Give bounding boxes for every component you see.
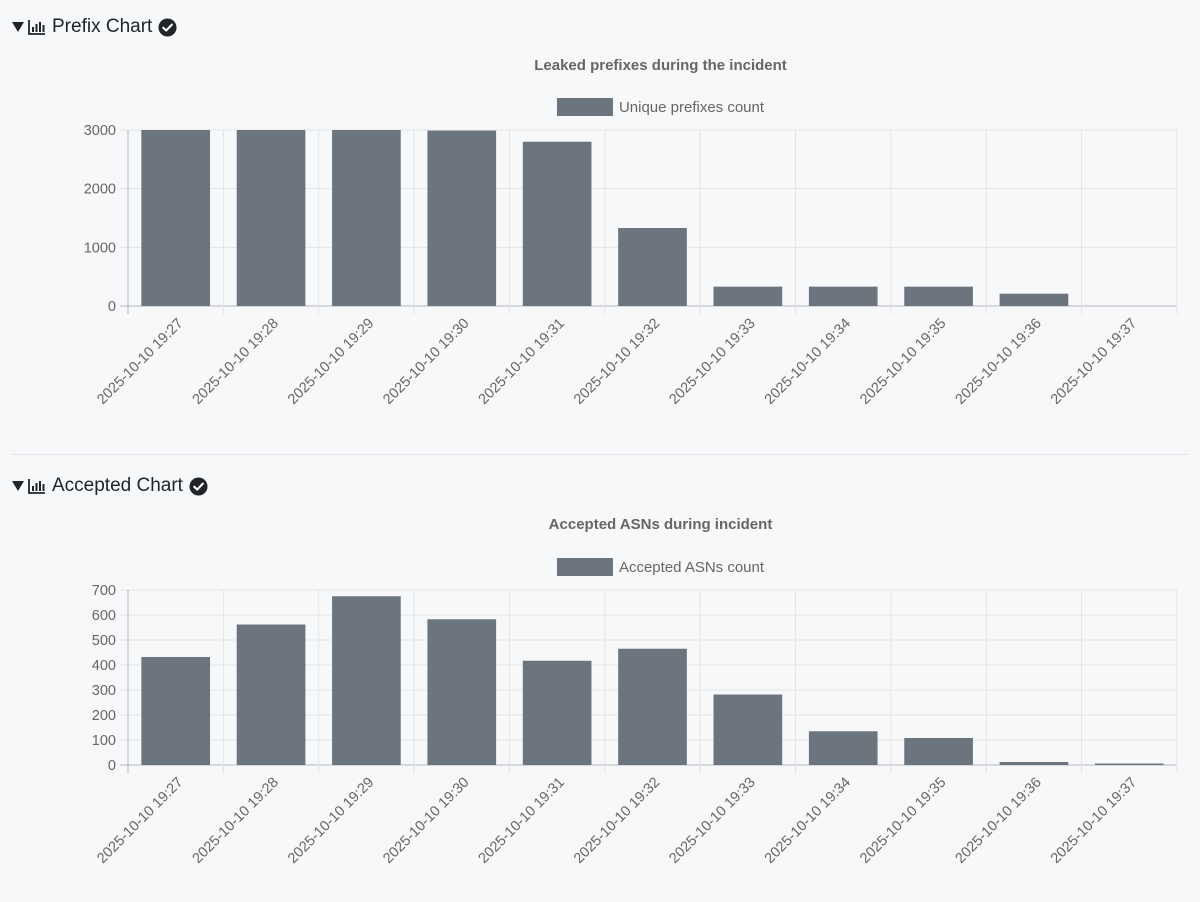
y-tick-label: 0 [108,758,116,774]
bar[interactable] [808,286,878,306]
section-divider [12,454,1188,455]
chart-legend[interactable]: Accepted ASNs count [556,558,765,576]
x-tick-label: 2025-10-10 19:30 [380,775,472,867]
bar[interactable] [522,660,592,765]
bar[interactable] [332,130,401,306]
y-tick-label: 400 [92,658,116,674]
bar[interactable] [522,141,592,306]
bar[interactable] [904,286,973,306]
x-tick-label: 2025-10-10 19:36 [953,775,1045,867]
bar[interactable] [427,130,497,306]
bar-chart-icon [28,20,45,35]
legend-label: Unique prefixes count [619,99,765,116]
x-tick-label: 2025-10-10 19:31 [476,775,568,867]
prefix-chart-heading: Prefix Chart [52,16,153,37]
bar[interactable] [236,130,306,306]
y-tick-label: 600 [92,608,116,624]
bar[interactable] [618,648,687,765]
x-tick-label: 2025-10-10 19:33 [666,775,758,867]
prefix-bar-chart: Leaked prefixes during the incident Uniqu… [84,57,1178,408]
x-tick-label: 2025-10-10 19:32 [571,775,663,867]
bar[interactable] [427,619,497,765]
x-tick-label: 2025-10-10 19:37 [1048,775,1140,867]
accepted-chart-heading: Accepted Chart [52,475,183,496]
y-tick-label: 100 [92,733,116,749]
bar[interactable] [141,657,211,765]
bar-chart-icon [28,479,45,494]
prefix-chart-toggle[interactable]: Prefix Chart [12,16,177,38]
check-circle-icon [189,476,208,496]
triangle-down-icon [12,22,24,32]
y-tick-label: 0 [108,299,116,315]
x-tick-label: 2025-10-10 19:29 [285,775,377,867]
y-tick-label: 1000 [84,240,116,256]
bar[interactable] [332,596,401,765]
legend-label: Accepted ASNs count [619,559,765,576]
bar[interactable] [141,130,211,306]
x-tick-label: 2025-10-10 19:34 [762,775,854,867]
bar[interactable] [904,738,973,765]
chart-legend[interactable]: Unique prefixes count [556,98,765,116]
y-tick-label: 2000 [84,182,116,198]
triangle-down-icon [12,481,24,491]
x-tick-label: 2025-10-10 19:27 [94,775,186,867]
y-tick-label: 200 [92,708,116,724]
legend-swatch [556,558,613,576]
bar[interactable] [236,624,306,766]
x-tick-label: 2025-10-10 19:35 [857,775,949,867]
x-tick-label: 2025-10-10 19:28 [190,775,282,867]
bar[interactable] [618,227,687,306]
bar[interactable] [713,694,783,766]
bar[interactable] [713,286,783,306]
y-tick-label: 300 [92,683,116,699]
accepted-chart-toggle[interactable]: Accepted Chart [12,475,208,497]
chart-title: Leaked prefixes during the incident [534,57,787,74]
chart-title: Accepted ASNs during incident [549,516,773,533]
bar[interactable] [1094,763,1164,766]
y-tick-label: 500 [92,633,116,649]
bar[interactable] [808,731,878,765]
bar[interactable] [999,762,1069,765]
bar[interactable] [999,293,1069,306]
y-tick-label: 3000 [84,123,116,139]
y-tick-label: 700 [92,583,116,599]
legend-swatch [556,98,613,116]
check-circle-icon [158,17,177,37]
